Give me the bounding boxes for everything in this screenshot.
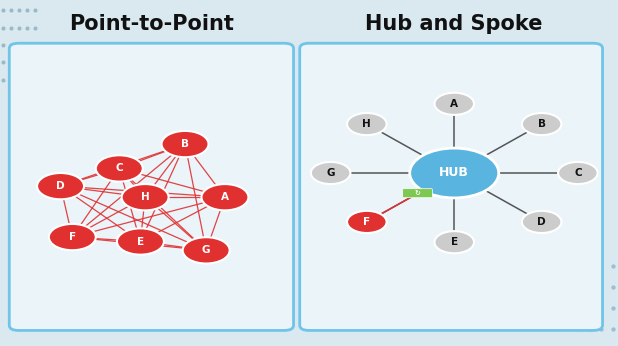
Text: C: C [116,163,123,173]
Text: B: B [181,139,189,149]
Text: A: A [451,99,458,109]
Text: D: D [537,217,546,227]
Text: F: F [363,217,370,227]
Circle shape [37,173,84,199]
Text: B: B [538,119,546,129]
Text: A: A [221,192,229,202]
Circle shape [201,184,248,210]
Circle shape [183,237,230,264]
Circle shape [434,231,474,253]
Text: ↻: ↻ [415,191,420,197]
Text: G: G [326,168,335,178]
Circle shape [434,93,474,115]
Text: D: D [56,181,65,191]
Circle shape [522,211,561,233]
Circle shape [122,184,169,210]
Circle shape [410,148,499,198]
Text: C: C [574,168,582,178]
Circle shape [311,162,350,184]
Circle shape [49,224,96,250]
Circle shape [522,113,561,135]
FancyBboxPatch shape [9,43,294,330]
Text: H: H [362,119,371,129]
FancyBboxPatch shape [403,189,433,198]
Circle shape [558,162,598,184]
Text: Hub and Spoke: Hub and Spoke [365,14,543,34]
Text: H: H [141,192,150,202]
Circle shape [117,228,164,255]
Circle shape [347,211,387,233]
FancyBboxPatch shape [300,43,603,330]
Text: F: F [69,232,76,242]
Text: G: G [202,245,210,255]
Circle shape [96,155,143,182]
Text: Point-to-Point: Point-to-Point [69,14,234,34]
Circle shape [161,131,208,157]
Circle shape [347,113,387,135]
Text: E: E [451,237,458,247]
Text: E: E [137,237,144,246]
Text: HUB: HUB [439,166,469,180]
